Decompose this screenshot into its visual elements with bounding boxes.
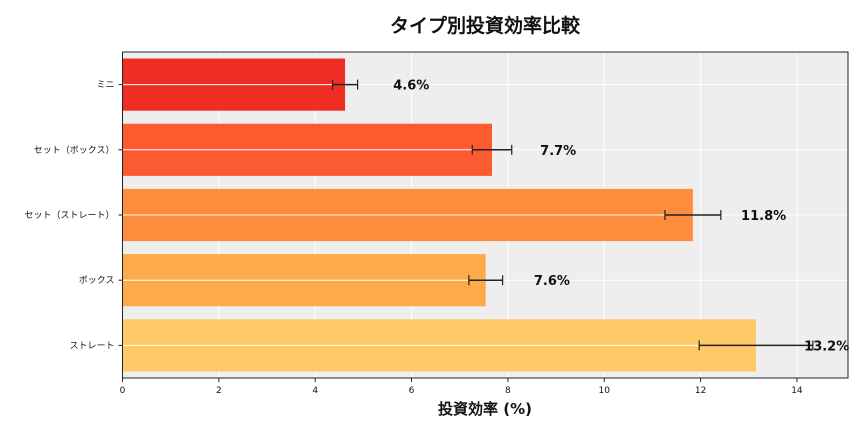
chart-title: タイプ別投資効率比較 bbox=[390, 14, 581, 37]
x-tick-label: 12 bbox=[695, 386, 706, 396]
x-tick-label: 10 bbox=[599, 386, 611, 396]
x-tick-label: 8 bbox=[505, 386, 511, 396]
y-tick-label: ストレート bbox=[69, 341, 114, 351]
x-tick-label: 6 bbox=[409, 386, 415, 396]
plot-frame bbox=[122, 51, 849, 379]
data-label: 4.6% bbox=[393, 79, 429, 94]
data-label: 13.2% bbox=[804, 339, 849, 354]
y-tick-label: セット（ボックス） bbox=[34, 145, 115, 156]
x-tick-label: 4 bbox=[312, 386, 318, 396]
x-axis-label: 投資効率 (%) bbox=[438, 400, 532, 418]
data-label: 7.6% bbox=[534, 274, 570, 289]
y-tick-label: ボックス bbox=[79, 275, 115, 286]
data-label: 7.7% bbox=[540, 144, 576, 159]
x-tick-label: 14 bbox=[791, 386, 803, 396]
x-tick-label: 2 bbox=[216, 386, 222, 396]
x-tick-label: 0 bbox=[120, 386, 126, 396]
y-tick-label: セット（ストレート） bbox=[24, 210, 114, 221]
y-tick-label: ミニ bbox=[96, 81, 114, 91]
data-label: 11.8% bbox=[741, 209, 786, 224]
